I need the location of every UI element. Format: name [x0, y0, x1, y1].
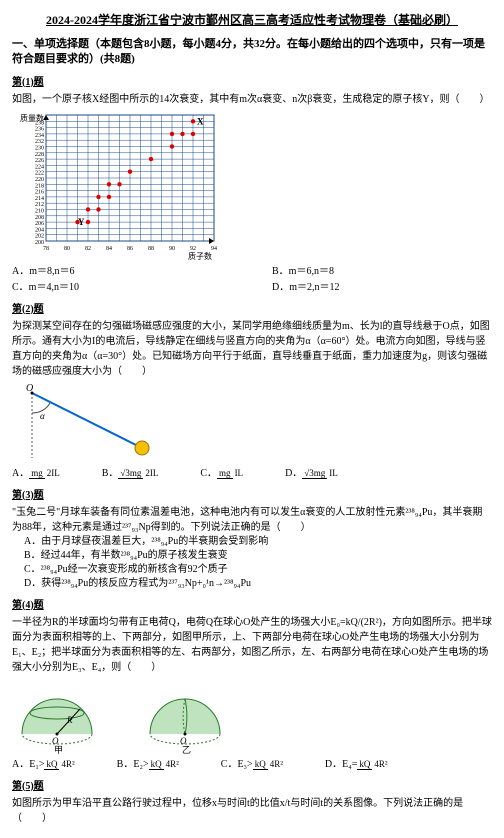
- svg-text:226: 226: [35, 158, 44, 164]
- q4-opt-a: A．E₁>kQ4R²: [12, 758, 77, 772]
- q4-options: A．E₁>kQ4R² B．E₂>kQ4R² C．E₃>kQ4R² D．E₄=kQ…: [12, 758, 492, 772]
- q4-figure-right: O 乙: [140, 679, 260, 754]
- q1-body: 如图，一个原子核X经图中所示的14次衰变，其中有m次α衰变、n次β衰变，生成稳定…: [12, 92, 492, 107]
- q4-opt-b: B．E₂>kQ4R²: [117, 758, 181, 772]
- svg-text:208: 208: [35, 214, 44, 220]
- page-title: 2024-2024学年度浙江省宁波市鄞州区高三高考适应性考试物理卷（基础必刷）: [12, 12, 492, 29]
- q2-head: 第(2)题: [12, 303, 492, 317]
- svg-text:236: 236: [35, 126, 44, 132]
- q4-opt-c: C．E₃>kQ4R²: [221, 758, 285, 772]
- q1-options: A．m＝8,n＝6 B．m＝6,n＝8 C．m＝4,n＝10 D．m＝2,n＝1…: [12, 265, 492, 295]
- svg-text:质量数: 质量数: [20, 113, 44, 123]
- q2-opt-d: D．√3mgIL: [285, 467, 340, 481]
- svg-text:206: 206: [35, 221, 44, 227]
- q1-chart: 2002022042062082102122142162182202222242…: [18, 111, 218, 261]
- svg-text:204: 204: [35, 227, 44, 233]
- q1-opt-a: A．m＝8,n＝6: [12, 265, 232, 279]
- svg-text:234: 234: [35, 132, 44, 138]
- svg-text:214: 214: [35, 195, 44, 201]
- question-4: 第(4)题 一半径为R的半球面均匀带有正电荷Q，电荷Q在球心O处产生的场强大小E…: [12, 599, 492, 772]
- svg-text:216: 216: [35, 189, 44, 195]
- svg-text:α: α: [40, 411, 45, 421]
- svg-text:Y: Y: [78, 217, 85, 227]
- svg-text:X: X: [197, 116, 204, 126]
- svg-text:202: 202: [35, 233, 44, 239]
- question-3: 第(3)题 "玉兔二号"月球车装备有同位素温差电池，这种电池内有可以发生α衰变的…: [12, 489, 492, 591]
- section-heading: 一、单项选择题（本题包含8小题，每小题4分，共32分。在每小题给出的四个选项中，…: [12, 37, 492, 68]
- svg-text:224: 224: [35, 164, 44, 170]
- svg-text:R: R: [66, 715, 73, 725]
- q3-head: 第(3)题: [12, 489, 492, 503]
- q1-opt-c: C．m＝4,n＝10: [12, 281, 232, 295]
- svg-text:82: 82: [85, 246, 91, 252]
- q2-figure: α O: [12, 383, 152, 463]
- q2-opt-b: B．√3mg2IL: [102, 467, 161, 481]
- svg-text:232: 232: [35, 139, 44, 145]
- q3-body: "玉兔二号"月球车装备有同位素温差电池，这种电池内有可以发生α衰变的人工放射性元…: [12, 505, 492, 535]
- q4-body: 一半径为R的半球面均匀带有正电荷Q，电荷Q在球心O处产生的场强大小E₀=kQ/(…: [12, 615, 492, 675]
- svg-text:210: 210: [35, 208, 44, 214]
- q2-opt-a: A．mg2IL: [12, 467, 62, 481]
- q1-opt-d: D．m＝2,n＝12: [272, 281, 492, 295]
- svg-text:86: 86: [127, 246, 133, 252]
- q4-head: 第(4)题: [12, 599, 492, 613]
- svg-text:220: 220: [35, 177, 44, 183]
- q4-opt-d: D．E₄=kQ4R²: [325, 758, 390, 772]
- q5-body: 如图所示为甲车沿平直公路行驶过程中，位移x与时间t的比值x/t与时间t的关系图像…: [12, 796, 492, 826]
- q1-opt-b: B．m＝6,n＝8: [272, 265, 492, 279]
- q3-opt-d: D．获得²³⁸₉₄Pu的核反应方程式为²³⁷₉₃Np+₀¹n→²³⁸₉₄Pu: [24, 577, 492, 591]
- question-5: 第(5)题 如图所示为甲车沿平直公路行驶过程中，位移x与时间t的比值x/t与时间…: [12, 780, 492, 826]
- q3-opt-b: B．经过44年，有半数²³⁸₉₄Pu的原子核发生衰变: [24, 549, 492, 563]
- svg-text:78: 78: [43, 246, 49, 252]
- q1-head: 第(1)题: [12, 76, 492, 90]
- q2-body: 为探测某空间存在的匀强磁场磁感应强度的大小，某同学用绝缘细线质量为m、长为l的直…: [12, 319, 492, 379]
- q2-opt-c: C．mgIL: [200, 467, 245, 481]
- svg-text:80: 80: [64, 246, 70, 252]
- svg-text:222: 222: [35, 170, 44, 176]
- svg-text:质子数: 质子数: [188, 251, 212, 261]
- svg-text:88: 88: [148, 246, 154, 252]
- svg-text:230: 230: [35, 145, 44, 151]
- svg-text:228: 228: [35, 151, 44, 157]
- q5-head: 第(5)题: [12, 780, 492, 794]
- q3-opt-a: A．由于月球昼夜温差巨大，²³⁸₉₄Pu的半衰期会受到影响: [24, 535, 492, 549]
- svg-text:乙: 乙: [182, 745, 191, 754]
- q3-opt-c: C．²³⁸₉₄Pu经一次衰变形成的新核含有92个质子: [24, 563, 492, 577]
- q4-figure-left: R O 甲: [12, 679, 132, 754]
- question-1: 第(1)题 如图，一个原子核X经图中所示的14次衰变，其中有m次α衰变、n次β衰…: [12, 76, 492, 295]
- svg-text:90: 90: [169, 246, 175, 252]
- q2-options: A．mg2IL B．√3mg2IL C．mgIL D．√3mgIL: [12, 467, 492, 481]
- svg-text:218: 218: [35, 183, 44, 189]
- question-2: 第(2)题 为探测某空间存在的匀强磁场磁感应强度的大小，某同学用绝缘细线质量为m…: [12, 303, 492, 481]
- svg-text:84: 84: [106, 246, 112, 252]
- svg-text:甲: 甲: [54, 745, 63, 754]
- svg-text:212: 212: [35, 202, 44, 208]
